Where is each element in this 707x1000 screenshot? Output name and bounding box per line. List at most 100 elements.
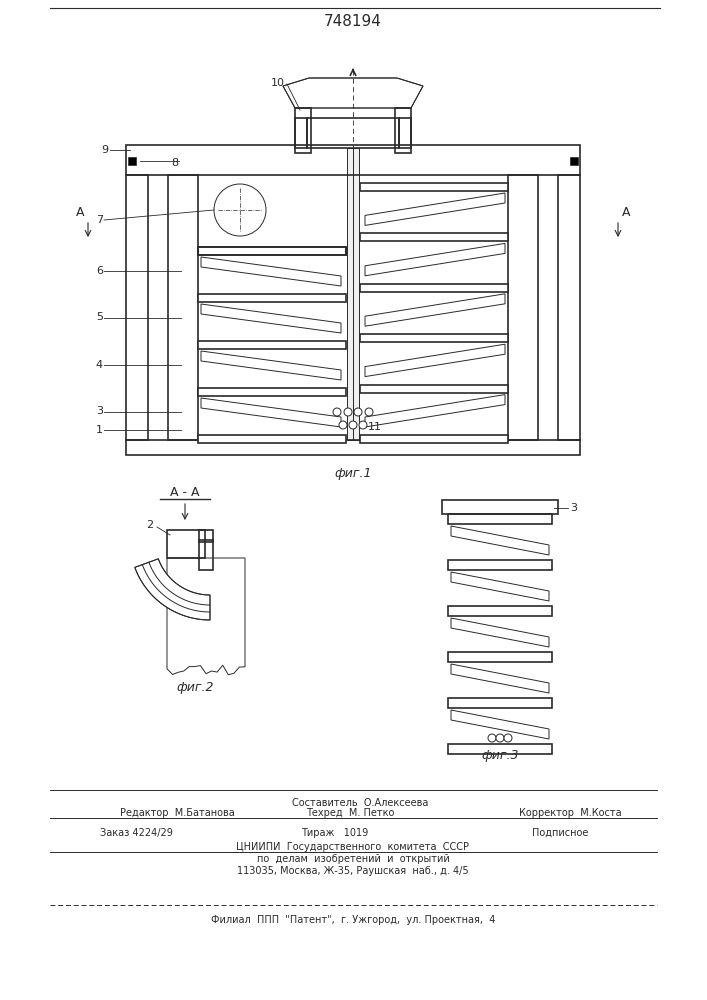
Bar [198, 294, 346, 302]
Bar [442, 500, 558, 514]
Bar [442, 500, 558, 514]
Bar [399, 118, 411, 148]
Bar [198, 247, 346, 255]
Bar [360, 183, 508, 191]
Bar [198, 247, 346, 255]
Text: Подписное: Подписное [532, 828, 588, 838]
Bar [448, 514, 552, 524]
Bar [126, 145, 580, 175]
Text: 3: 3 [96, 406, 103, 416]
Polygon shape [135, 559, 210, 620]
Bar [307, 118, 399, 148]
Bar [360, 435, 508, 443]
Bar [360, 284, 508, 292]
Polygon shape [451, 710, 549, 739]
Polygon shape [365, 193, 505, 225]
Bar [167, 530, 205, 558]
Bar [508, 175, 538, 440]
Polygon shape [451, 664, 549, 693]
Bar [399, 118, 411, 148]
Bar [395, 108, 411, 153]
Polygon shape [167, 558, 245, 675]
Text: фиг.1: фиг.1 [334, 466, 372, 480]
Polygon shape [451, 572, 549, 601]
Polygon shape [365, 395, 505, 427]
Text: 3: 3 [570, 503, 577, 513]
Circle shape [359, 421, 367, 429]
Bar [295, 118, 307, 148]
Bar [448, 606, 552, 616]
Text: фиг.3: фиг.3 [481, 748, 519, 762]
Bar [198, 435, 346, 443]
Bar [198, 435, 346, 443]
Text: Техред  М. Петко: Техред М. Петко [306, 808, 395, 818]
Text: Филиал  ППП  "Патент",  г. Ужгород,  ул. Проектная,  4: Филиал ППП "Патент", г. Ужгород, ул. Про… [211, 915, 495, 925]
Text: Тираж   1019: Тираж 1019 [301, 828, 368, 838]
Bar [360, 334, 508, 342]
Text: A: A [621, 207, 630, 220]
Bar [399, 118, 411, 148]
Bar [199, 530, 213, 542]
Bar [448, 514, 552, 524]
Bar [448, 744, 552, 754]
Bar [448, 606, 552, 616]
Polygon shape [201, 398, 341, 427]
Bar [395, 108, 411, 153]
Bar [126, 175, 148, 440]
Bar [448, 652, 552, 662]
Bar [198, 341, 346, 349]
Bar [448, 514, 552, 524]
Bar [360, 284, 508, 292]
Bar [360, 233, 508, 241]
Bar [307, 118, 399, 148]
Bar [198, 247, 346, 255]
Bar [307, 118, 399, 148]
Bar [295, 108, 311, 153]
Bar [395, 108, 411, 153]
Text: 748194: 748194 [324, 14, 382, 29]
Polygon shape [201, 257, 341, 286]
Text: 11: 11 [368, 422, 382, 432]
Bar [199, 540, 213, 570]
Circle shape [339, 421, 347, 429]
Text: 4: 4 [96, 360, 103, 369]
Circle shape [214, 184, 266, 236]
Bar [199, 530, 213, 542]
Bar [295, 108, 311, 153]
Circle shape [349, 421, 357, 429]
Bar [199, 530, 213, 542]
Bar [558, 175, 580, 440]
Polygon shape [451, 526, 549, 555]
Circle shape [333, 408, 341, 416]
Text: 7: 7 [96, 215, 103, 225]
Bar [198, 247, 346, 255]
Circle shape [344, 408, 352, 416]
Text: 1: 1 [96, 425, 103, 435]
Bar [508, 175, 538, 440]
Bar [448, 698, 552, 708]
Polygon shape [451, 618, 549, 647]
Bar [168, 175, 198, 440]
Bar [448, 652, 552, 662]
Circle shape [504, 734, 512, 742]
Bar [126, 145, 580, 175]
Bar [508, 175, 538, 440]
Bar [360, 233, 508, 241]
Bar [168, 175, 198, 440]
Bar [198, 294, 346, 302]
Text: Корректор  М.Коста: Корректор М.Коста [519, 808, 621, 818]
Polygon shape [201, 351, 341, 380]
Bar [198, 247, 346, 255]
Bar [126, 440, 580, 455]
Bar [347, 148, 353, 440]
Bar [198, 247, 346, 255]
Bar [198, 341, 346, 349]
Bar [360, 183, 508, 191]
Polygon shape [283, 78, 423, 108]
Bar [448, 606, 552, 616]
Bar [448, 698, 552, 708]
Bar [360, 385, 508, 393]
Circle shape [488, 734, 496, 742]
Bar [126, 440, 580, 455]
Bar [360, 233, 508, 241]
